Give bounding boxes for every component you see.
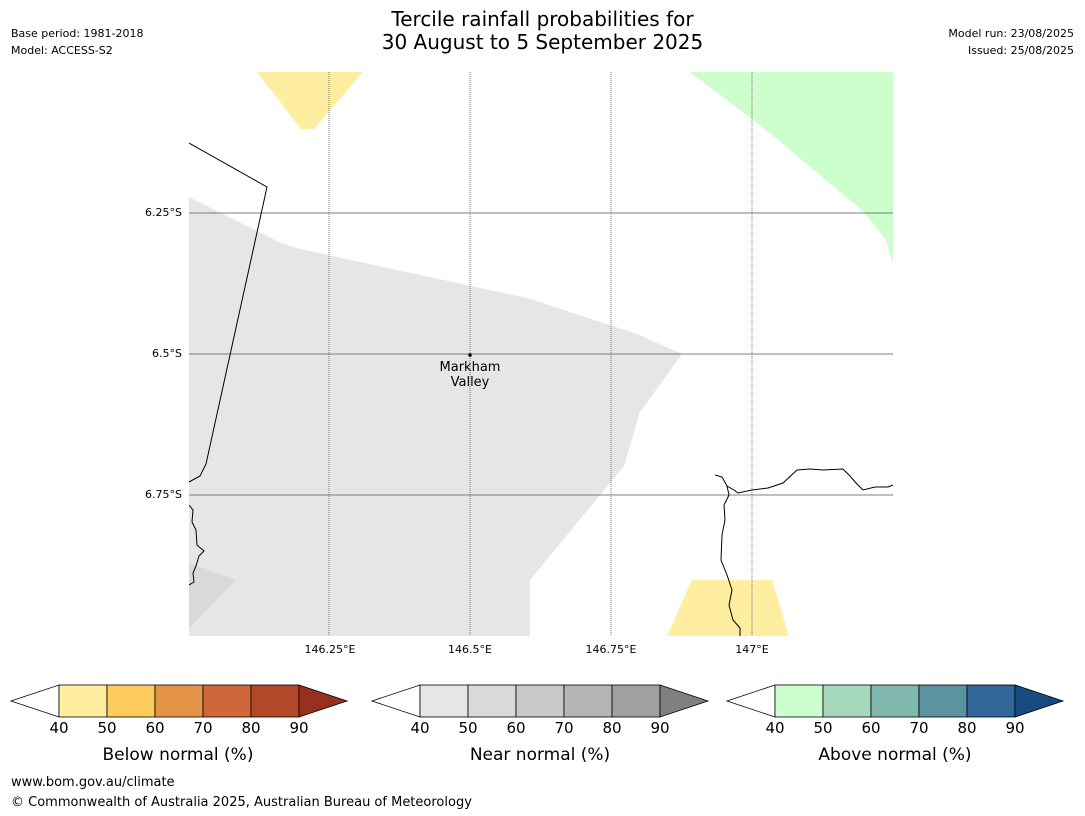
near-normal-colorbar-tick: 80 (602, 719, 622, 737)
map-title: Tercile rainfall probabilities for 30 Au… (0, 8, 1085, 54)
below-normal-colorbar-segment (154, 684, 204, 718)
below-normal-colorbar-segment (106, 684, 156, 718)
near-normal-colorbar-extend-low (370, 684, 421, 718)
coastline-east (714, 468, 893, 494)
below-normal-colorbar-extend-high (298, 684, 349, 718)
above-normal-colorbar-segment (966, 684, 1016, 718)
markham-valley-marker (468, 353, 472, 357)
above-normal-colorbar-segment (774, 684, 824, 718)
above-normal-colorbar-tick: 40 (765, 719, 785, 737)
lat-label: 6.5°S (152, 347, 182, 360)
base-period-label: Base period: 1981-2018 (11, 27, 144, 40)
coastline-west (189, 504, 205, 586)
model-label: Model: ACCESS-S2 (11, 44, 113, 57)
near-normal-colorbar-segment (467, 684, 517, 718)
below-normal-colorbar-extend-low (9, 684, 60, 718)
bom-url: www.bom.gov.au/climate (11, 775, 175, 790)
province-border (189, 142, 268, 483)
below-normal-colorbar-title: Below normal (%) (102, 745, 254, 765)
copyright-notice: © Commonwealth of Australia 2025, Austra… (11, 795, 472, 810)
above-normal-region (690, 72, 893, 265)
above-normal-colorbar (725, 684, 1065, 718)
above-normal-colorbar-title: Above normal (%) (818, 745, 972, 765)
river (720, 485, 741, 636)
below-normal-colorbar-segment (202, 684, 252, 718)
below-normal-colorbar-tick: 80 (241, 719, 261, 737)
forecast-map (189, 72, 893, 636)
above-normal-colorbar-tick: 70 (909, 719, 929, 737)
below-normal-region-south (667, 580, 789, 636)
below-normal-colorbar-tick: 60 (145, 719, 165, 737)
below-normal-colorbar-tick: 90 (289, 719, 309, 737)
near-normal-colorbar-segment (611, 684, 661, 718)
near-normal-colorbar (370, 684, 710, 718)
map-title-line-1: Tercile rainfall probabilities for (391, 7, 694, 31)
near-normal-region (189, 197, 682, 636)
above-normal-colorbar-extend-high (1014, 684, 1065, 718)
location-label: Markham Valley (420, 360, 520, 390)
below-normal-colorbar-tick: 40 (49, 719, 69, 737)
lon-label: 146.5°E (448, 643, 492, 656)
lon-label: 146.25°E (304, 643, 356, 656)
model-run-label: Model run: 23/08/2025 (948, 27, 1074, 40)
above-normal-colorbar-segment (918, 684, 968, 718)
location-label-line-1: Markham (439, 360, 501, 375)
near-normal-colorbar-tick: 50 (458, 719, 478, 737)
lon-label: 146.75°E (585, 643, 637, 656)
lat-label: 6.75°S (145, 488, 182, 501)
above-normal-colorbar-segment (870, 684, 920, 718)
near-normal-colorbar-extend-high (659, 684, 710, 718)
near-normal-colorbar-tick: 40 (410, 719, 430, 737)
near-normal-colorbar-tick: 60 (506, 719, 526, 737)
issued-label: Issued: 25/08/2025 (967, 44, 1074, 57)
near-normal-50-region (189, 563, 236, 628)
lat-label: 6.25°S (145, 206, 182, 219)
below-normal-colorbar-segment (250, 684, 300, 718)
near-normal-colorbar-segment (515, 684, 565, 718)
above-normal-colorbar-segment (822, 684, 872, 718)
below-normal-colorbar (9, 684, 349, 718)
above-normal-colorbar-tick: 80 (957, 719, 977, 737)
near-normal-colorbar-tick: 70 (554, 719, 574, 737)
below-normal-colorbar-tick: 70 (193, 719, 213, 737)
location-label-line-2: Valley (450, 375, 490, 390)
near-normal-colorbar-title: Near normal (%) (469, 745, 611, 765)
lon-label: 147°E (735, 643, 769, 656)
below-normal-colorbar-tick: 50 (97, 719, 117, 737)
below-normal-region-north (257, 72, 363, 129)
colorbar-legends (9, 684, 1065, 718)
map-title-line-2: 30 August to 5 September 2025 (381, 30, 704, 54)
below-normal-colorbar-segment (58, 684, 108, 718)
near-normal-colorbar-segment (419, 684, 469, 718)
above-normal-colorbar-tick: 50 (813, 719, 833, 737)
above-normal-colorbar-extend-low (725, 684, 776, 718)
near-normal-colorbar-tick: 90 (650, 719, 670, 737)
above-normal-colorbar-tick: 90 (1005, 719, 1025, 737)
above-normal-colorbar-tick: 60 (861, 719, 881, 737)
near-normal-colorbar-segment (563, 684, 613, 718)
